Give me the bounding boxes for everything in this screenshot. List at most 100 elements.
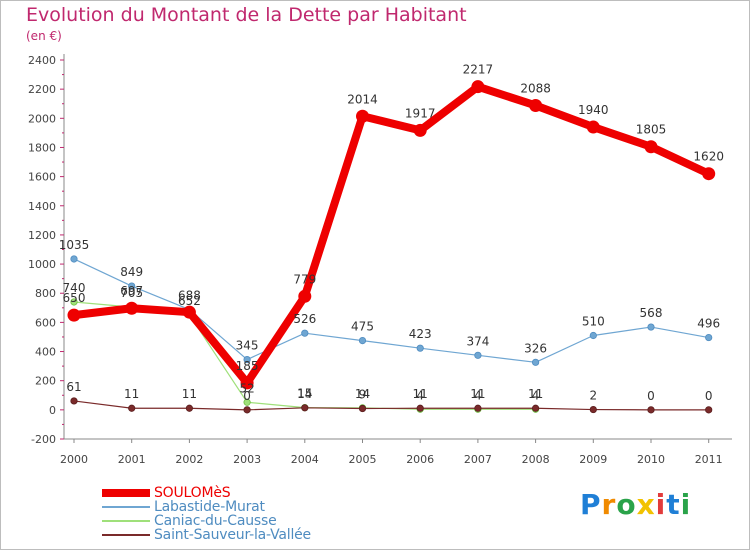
y-tick-label: 1600 [28, 171, 56, 184]
y-tick-label: -200 [31, 433, 56, 446]
data-label: 2 [589, 389, 597, 403]
data-point-saint-sauveur-la-vallee [474, 404, 482, 412]
series-line-labastide-murat [73, 258, 710, 363]
data-label: 0 [243, 389, 251, 403]
data-point-labastide-murat [705, 333, 713, 342]
data-label: 326 [524, 341, 547, 355]
data-label: 4 [474, 388, 482, 402]
data-label: 4 [532, 388, 540, 402]
data-label: 1620 [693, 150, 724, 164]
y-tick-label: 400 [35, 346, 56, 359]
data-label: 61 [66, 380, 81, 394]
data-point-saint-sauveur-la-vallee [531, 404, 540, 412]
logo-letter: o [616, 488, 637, 521]
x-tick-label: 2007 [464, 453, 492, 466]
data-point-soulomes [529, 98, 543, 112]
data-point-labastide-murat [416, 344, 424, 352]
x-tick-label: 2000 [60, 453, 88, 466]
data-label: 11 [182, 387, 197, 401]
data-label: 1917 [405, 106, 436, 120]
data-point-labastide-murat [531, 358, 540, 366]
y-tick-label: 2400 [28, 54, 56, 67]
data-label: 11 [124, 387, 139, 401]
data-point-labastide-murat [70, 255, 78, 263]
data-point-soulomes [240, 376, 254, 390]
x-tick-label: 2002 [175, 453, 203, 466]
data-label: 4 [416, 388, 424, 402]
x-tick-label: 2006 [406, 453, 434, 466]
data-label: 0 [647, 389, 655, 403]
y-tick-label: 2000 [28, 112, 56, 125]
x-tick-label: 2009 [579, 453, 607, 466]
data-point-soulomes [644, 140, 658, 154]
data-label: 0 [705, 389, 713, 403]
data-point-labastide-murat [647, 323, 655, 331]
data-label: 2217 [463, 63, 494, 77]
data-label: 11 [413, 387, 428, 401]
data-label: 1940 [578, 103, 609, 117]
y-tick-label: 1200 [28, 229, 56, 242]
y-tick-label: 1400 [28, 200, 56, 213]
data-label: 779 [293, 272, 316, 286]
data-point-soulomes [298, 289, 312, 303]
data-label: 52 [239, 381, 254, 395]
series-line-saint-sauveur-la-vallee [73, 400, 710, 411]
data-label: 374 [466, 334, 489, 348]
logo-letter: P [580, 488, 602, 521]
y-tick-label: 0 [49, 404, 56, 417]
y-tick-label: 800 [35, 287, 56, 300]
legend-item-saint-sauveur-la-vallee: Saint-Sauveur-la-Vallée [102, 528, 311, 542]
data-point-soulomes [125, 301, 139, 315]
data-label: 568 [640, 306, 663, 320]
logo-letter: i [680, 488, 692, 521]
data-point-saint-sauveur-la-vallee [705, 406, 713, 414]
legend-swatch-soulomes [102, 489, 150, 497]
x-tick-label: 2001 [118, 453, 146, 466]
data-label: 14 [297, 387, 312, 401]
chart-title: Evolution du Montant de la Dette par Hab… [26, 4, 467, 26]
logo-letter: i [655, 488, 667, 521]
data-point-labastide-murat [474, 351, 482, 359]
proxiti-logo: Proxiti [580, 488, 691, 521]
data-point-saint-sauveur-la-vallee [70, 397, 78, 405]
data-point-labastide-murat [243, 355, 251, 364]
data-label: 11 [470, 387, 485, 401]
data-point-saint-sauveur-la-vallee [185, 404, 193, 412]
y-tick-label: 1800 [28, 141, 56, 154]
data-label: 345 [236, 339, 259, 353]
legend-label-soulomes: SOULOMèS [154, 485, 231, 501]
data-point-soulomes [702, 167, 716, 181]
series-group [67, 80, 716, 414]
data-label: 510 [582, 315, 605, 329]
data-label: 1805 [636, 123, 667, 137]
data-point-saint-sauveur-la-vallee [589, 405, 597, 414]
y-tick-label: 2200 [28, 83, 56, 96]
data-label: 688 [178, 289, 201, 303]
data-label: 652 [178, 294, 201, 308]
data-point-saint-sauveur-la-vallee [128, 404, 136, 412]
data-point-caniac-du-causse [243, 398, 251, 406]
data-point-caniac-du-causse [70, 298, 78, 306]
data-label: 11 [528, 387, 543, 401]
legend-swatch-saint-sauveur-la-vallee [102, 534, 150, 536]
data-label: 9 [359, 388, 367, 402]
data-point-labastide-murat [358, 337, 367, 345]
data-point-saint-sauveur-la-vallee [243, 406, 251, 414]
data-label: 423 [409, 327, 432, 341]
x-tick-label: 2008 [522, 453, 550, 466]
data-point-soulomes [356, 109, 369, 123]
data-label: 1035 [59, 238, 90, 252]
legend-label-saint-sauveur-la-vallee: Saint-Sauveur-la-Vallée [154, 527, 311, 543]
data-label: 475 [351, 320, 374, 334]
x-tick-label: 2005 [349, 453, 377, 466]
legend-swatch-caniac-du-causse [102, 520, 150, 522]
series-line-soulomes [70, 82, 713, 387]
x-tick-label: 2003 [233, 453, 261, 466]
data-point-saint-sauveur-la-vallee [416, 404, 424, 412]
legend: SOULOMèS Labastide-Murat Caniac-du-Causs… [102, 486, 311, 542]
data-label: 849 [120, 265, 143, 279]
data-point-labastide-murat [301, 329, 309, 337]
y-tick-label: 1000 [28, 258, 56, 271]
data-point-saint-sauveur-la-vallee [647, 406, 655, 414]
